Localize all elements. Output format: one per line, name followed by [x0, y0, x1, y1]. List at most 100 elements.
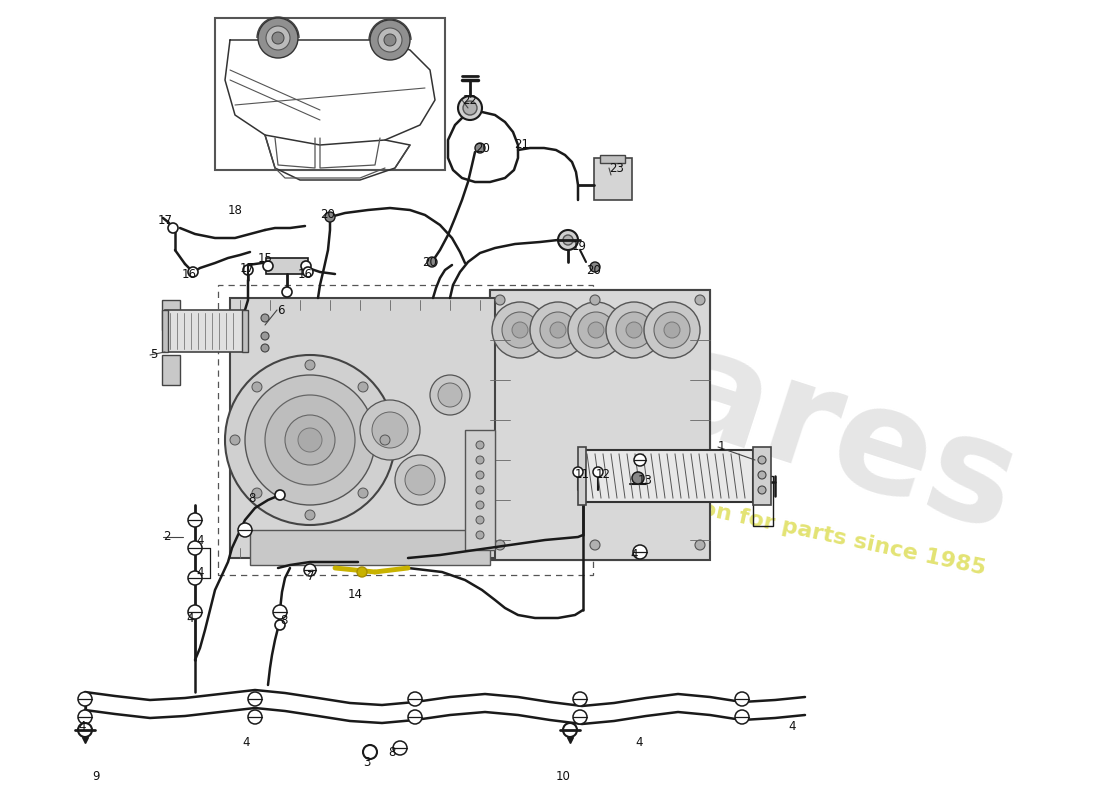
Circle shape	[261, 332, 270, 340]
Bar	[218, 285, 593, 575]
Text: 7: 7	[307, 570, 315, 582]
Circle shape	[632, 472, 644, 484]
Circle shape	[590, 540, 600, 550]
Circle shape	[248, 710, 262, 724]
Circle shape	[758, 471, 766, 479]
Circle shape	[226, 355, 395, 525]
Text: 17: 17	[240, 262, 255, 274]
Bar	[214, 18, 446, 170]
Circle shape	[272, 32, 284, 44]
Text: 18: 18	[228, 203, 243, 217]
Circle shape	[644, 302, 700, 358]
Circle shape	[758, 456, 766, 464]
Text: a passion for parts since 1985: a passion for parts since 1985	[613, 481, 988, 579]
Circle shape	[363, 745, 377, 759]
Circle shape	[405, 465, 435, 495]
Circle shape	[282, 287, 292, 297]
Text: 4: 4	[788, 719, 795, 733]
Text: 19: 19	[572, 239, 587, 253]
Circle shape	[438, 383, 462, 407]
Text: 8: 8	[388, 746, 395, 758]
Circle shape	[302, 267, 313, 277]
Circle shape	[301, 261, 311, 271]
Circle shape	[298, 428, 322, 452]
Circle shape	[266, 26, 290, 50]
Bar	[250, 530, 490, 565]
Circle shape	[393, 741, 407, 755]
Circle shape	[634, 454, 646, 466]
Circle shape	[563, 235, 573, 245]
Circle shape	[261, 344, 270, 352]
Circle shape	[252, 382, 262, 392]
Circle shape	[263, 261, 273, 271]
Circle shape	[563, 723, 578, 737]
Circle shape	[578, 312, 614, 348]
Circle shape	[735, 692, 749, 706]
Circle shape	[492, 302, 548, 358]
Text: 4: 4	[196, 566, 204, 578]
Circle shape	[512, 322, 528, 338]
Circle shape	[305, 360, 315, 370]
Bar	[583, 450, 754, 502]
Text: 14: 14	[348, 587, 363, 601]
Circle shape	[573, 467, 583, 477]
Text: 22: 22	[462, 94, 477, 106]
Text: 1: 1	[718, 441, 726, 454]
Text: 9: 9	[92, 770, 99, 782]
Circle shape	[378, 28, 402, 52]
Text: 17: 17	[158, 214, 173, 226]
Circle shape	[273, 605, 287, 619]
Circle shape	[238, 523, 252, 537]
Circle shape	[550, 322, 566, 338]
Circle shape	[188, 513, 202, 527]
Circle shape	[275, 490, 285, 500]
Circle shape	[372, 412, 408, 448]
Text: 5: 5	[150, 349, 157, 362]
Text: 23: 23	[609, 162, 624, 174]
Circle shape	[463, 101, 477, 115]
Circle shape	[568, 302, 624, 358]
Text: 4: 4	[242, 737, 250, 750]
Circle shape	[408, 692, 422, 706]
Circle shape	[252, 488, 262, 498]
Circle shape	[558, 230, 578, 250]
Bar	[754, 476, 773, 526]
Circle shape	[695, 540, 705, 550]
Text: 8: 8	[280, 614, 287, 626]
Text: 3: 3	[363, 755, 371, 769]
Circle shape	[664, 322, 680, 338]
Text: 4: 4	[635, 737, 642, 750]
Circle shape	[245, 375, 375, 505]
Circle shape	[530, 302, 586, 358]
Circle shape	[230, 435, 240, 445]
Bar	[162, 300, 180, 330]
Circle shape	[168, 223, 178, 233]
Circle shape	[265, 395, 355, 485]
Circle shape	[395, 455, 446, 505]
Circle shape	[476, 471, 484, 479]
Circle shape	[188, 267, 198, 277]
Circle shape	[379, 435, 390, 445]
Circle shape	[495, 540, 505, 550]
Circle shape	[285, 415, 336, 465]
Circle shape	[248, 692, 262, 706]
Circle shape	[188, 571, 202, 585]
Text: 20: 20	[422, 257, 437, 270]
Circle shape	[476, 441, 484, 449]
Circle shape	[502, 312, 538, 348]
Bar	[490, 290, 710, 560]
Text: 20: 20	[320, 209, 334, 222]
Text: 16: 16	[298, 267, 314, 281]
Circle shape	[495, 295, 505, 305]
Circle shape	[593, 467, 603, 477]
Circle shape	[476, 531, 484, 539]
Circle shape	[188, 541, 202, 555]
Text: 11: 11	[575, 467, 590, 481]
Circle shape	[573, 692, 587, 706]
Circle shape	[78, 723, 92, 737]
Circle shape	[384, 34, 396, 46]
Circle shape	[588, 322, 604, 338]
Circle shape	[476, 486, 484, 494]
Bar	[266, 258, 308, 274]
Circle shape	[408, 710, 422, 724]
